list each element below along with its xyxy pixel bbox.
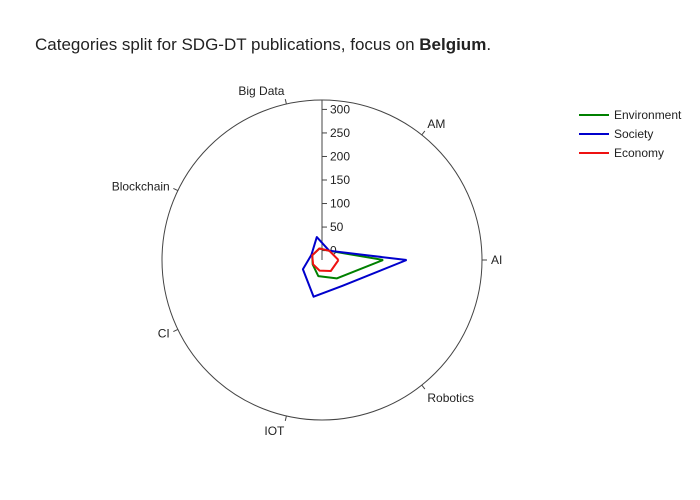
- legend[interactable]: Environment Society Economy: [579, 108, 682, 160]
- angular-tick-mark: [284, 415, 287, 421]
- legend-label: Society: [614, 127, 653, 141]
- category-label-robotics: Robotics: [427, 391, 474, 405]
- radial-tick-label: 50: [330, 220, 344, 234]
- legend-label: Environment: [614, 108, 682, 122]
- angular-tick-mark: [421, 130, 426, 136]
- category-label-ai: AI: [491, 253, 502, 267]
- series-line-society: [301, 236, 408, 298]
- angular-tick-mark: [173, 328, 179, 333]
- angular-axis: AI AM Big Data Blockchain CI IOT Robotics: [112, 84, 503, 438]
- radial-tick-label: 150: [330, 173, 350, 187]
- angular-tick-mark: [284, 99, 287, 105]
- radial-tick-label: 300: [330, 102, 350, 116]
- category-label-ci: CI: [158, 326, 170, 340]
- chart-title-country: Belgium: [419, 35, 486, 54]
- category-label-big-data: Big Data: [238, 84, 284, 98]
- chart-title: Categories split for SDG-DT publications…: [35, 35, 491, 54]
- series-lines: [301, 236, 408, 298]
- legend-item-environment[interactable]: Environment: [579, 108, 682, 122]
- category-label-blockchain: Blockchain: [112, 180, 170, 194]
- angular-tick-mark: [421, 384, 426, 390]
- category-label-iot: IOT: [264, 424, 285, 438]
- radial-tick-label: 100: [330, 197, 350, 211]
- radial-tick-label: 250: [330, 126, 350, 140]
- legend-item-society[interactable]: Society: [579, 127, 653, 141]
- legend-item-economy[interactable]: Economy: [579, 146, 664, 160]
- legend-label: Economy: [614, 146, 664, 160]
- angular-tick-mark: [173, 187, 179, 192]
- chart-title-prefix: Categories split for SDG-DT publications…: [35, 35, 419, 54]
- series-line-economy: [311, 247, 340, 272]
- category-label-am: AM: [427, 117, 445, 131]
- radial-tick-label: 200: [330, 149, 350, 163]
- chart-title-suffix: .: [486, 35, 491, 54]
